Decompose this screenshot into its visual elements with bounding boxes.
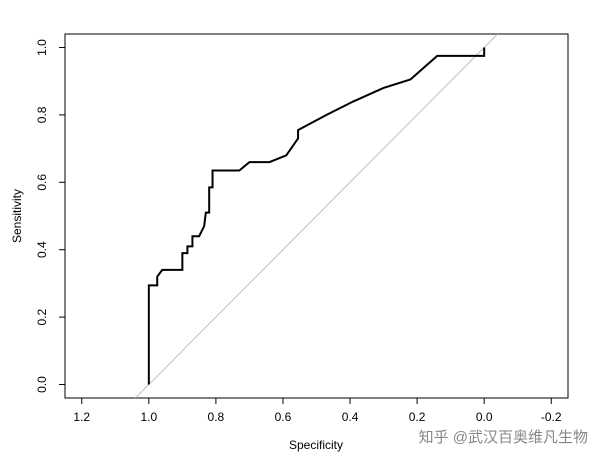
y-tick-label: 1.0: [35, 39, 49, 56]
watermark: 知乎 @武汉百奥维凡生物: [419, 429, 588, 446]
y-axis-label: Sensitivity: [10, 189, 24, 243]
reference-line: [135, 34, 498, 398]
x-tick-label: -0.2: [541, 410, 562, 424]
x-tick-label: 0.2: [409, 410, 426, 424]
y-tick-label: 0.4: [35, 241, 49, 258]
x-tick-label: 0.0: [476, 410, 493, 424]
y-tick-label: 0.0: [35, 376, 49, 393]
roc-curve: [147, 47, 486, 385]
x-tick-label: 0.4: [342, 410, 359, 424]
y-tick-label: 0.8: [35, 106, 49, 123]
x-tick-label: 0.6: [275, 410, 292, 424]
x-tick-label: 1.0: [140, 410, 157, 424]
x-tick-label: 1.2: [73, 410, 90, 424]
y-tick-label: 0.2: [35, 308, 49, 325]
y-tick-label: 0.6: [35, 174, 49, 191]
plot-box: [64, 33, 569, 399]
x-axis-label: Specificity: [289, 438, 343, 452]
x-tick-label: 0.8: [208, 410, 225, 424]
